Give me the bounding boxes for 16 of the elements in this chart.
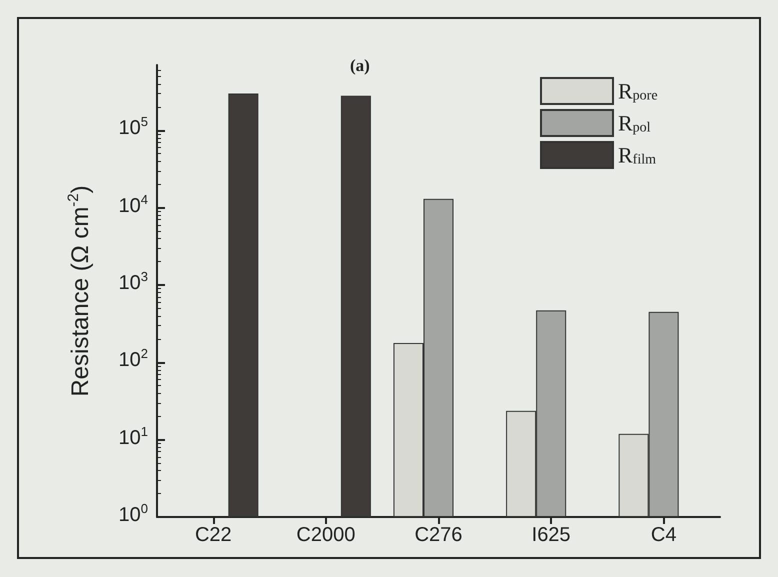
legend-label: Rpol (618, 110, 651, 136)
x-tick-label: I625 (532, 524, 571, 546)
y-tick-label: 10$^{3}$ (118, 269, 148, 296)
y-tick-label: 10$^{5}$ (118, 114, 148, 142)
x-tick-label: C2000 (296, 524, 356, 546)
legend-label: Rfilm (618, 142, 656, 168)
y-tick-label: 10$^{1}$ (118, 424, 148, 451)
chart-title: (a) (350, 56, 370, 75)
x-tick-label: C22 (194, 524, 232, 546)
x-tick-label: C276 (414, 524, 462, 546)
y-tick-label: 10$^{4}$ (118, 192, 148, 219)
y-tick-label: 10$^{2}$ (118, 346, 148, 374)
x-tick-label: C4 (650, 524, 676, 546)
y-tick-label: 10$^{0}$ (118, 501, 148, 528)
legend-label: Rpore (618, 78, 658, 104)
y-axis-title: Resistance (Ω cm-2) (65, 185, 94, 397)
